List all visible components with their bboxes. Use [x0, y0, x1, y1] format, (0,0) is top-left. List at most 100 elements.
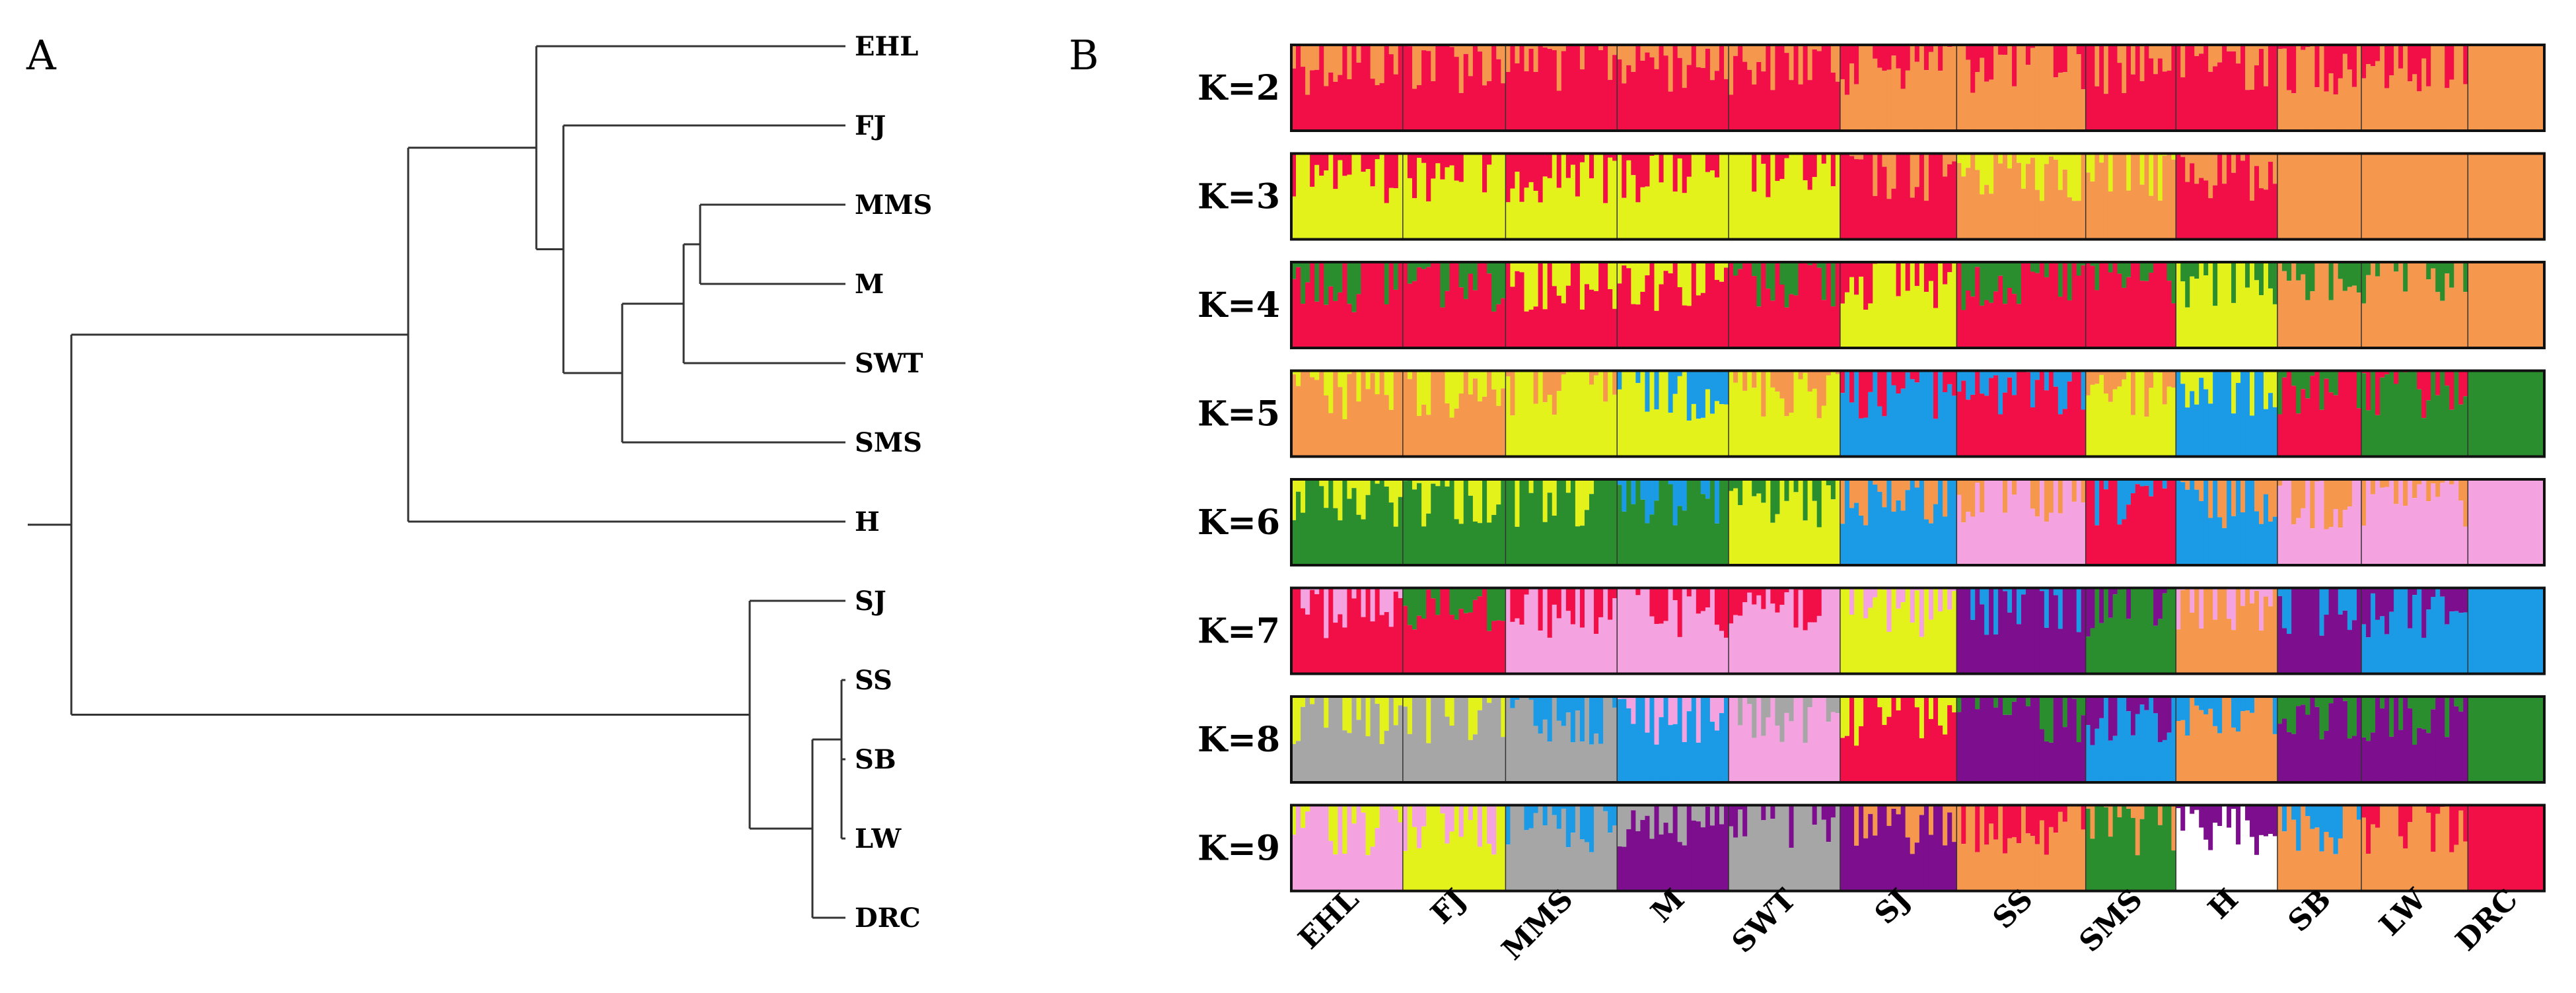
ancestry-bar-dominant — [1333, 623, 1338, 674]
ancestry-bar-dominant — [1714, 523, 1720, 565]
ancestry-bar-secondary — [1570, 805, 1576, 833]
ancestry-bar-dominant — [2025, 164, 2031, 240]
ancestry-bar-dominant — [2472, 805, 2478, 891]
ancestry-bar-dominant — [1501, 388, 1506, 457]
ancestry-bar-secondary — [1859, 153, 1864, 160]
ancestry-bar-dominant — [1351, 312, 1357, 348]
ancestry-bar-secondary — [1975, 697, 1980, 710]
ancestry-bar-dominant — [1682, 845, 1688, 891]
ancestry-bar-secondary — [2062, 153, 2068, 170]
ancestry-bar-dominant — [1533, 813, 1539, 891]
ancestry-bar-secondary — [1491, 588, 1497, 621]
ancestry-bar-dominant — [1729, 623, 1734, 674]
ancestry-bar-dominant — [2222, 697, 2227, 782]
ancestry-bar-dominant — [1458, 287, 1464, 348]
ancestry-bar-dominant — [1714, 625, 1720, 674]
ancestry-bar-secondary — [1952, 153, 1957, 162]
ancestry-bar-secondary — [2417, 370, 2422, 390]
ancestry-bar-secondary — [1631, 479, 1636, 504]
ancestry-bar-dominant — [2540, 588, 2545, 674]
ancestry-bar-dominant — [2468, 45, 2473, 131]
ancestry-bar-dominant — [2305, 714, 2310, 782]
ancestry-bar-dominant — [1705, 48, 1711, 131]
ancestry-bar-dominant — [1966, 805, 1971, 891]
ancestry-bar-dominant — [1454, 57, 1460, 131]
ancestry-bar-dominant — [1821, 300, 1827, 348]
ancestry-bar-dominant — [2435, 395, 2441, 457]
ancestry-bar-secondary — [2044, 805, 2050, 855]
ancestry-bar-dominant — [1351, 153, 1357, 240]
ancestry-bar-dominant — [2296, 706, 2301, 782]
ancestry-bar-dominant — [1900, 602, 1906, 674]
ancestry-bar-dominant — [1682, 370, 1688, 457]
ancestry-bar-dominant — [1900, 806, 1906, 891]
ancestry-bar-secondary — [2227, 805, 2232, 828]
ancestry-bar-dominant — [2122, 588, 2127, 674]
ancestry-bar-secondary — [1538, 697, 1544, 734]
ancestry-bar-secondary — [1622, 45, 1627, 84]
ancestry-bar-dominant — [2499, 370, 2505, 457]
ancestry-bar-secondary — [1351, 262, 1357, 312]
ancestry-bar-dominant — [1724, 637, 1729, 674]
ancestry-bar-dominant — [1384, 203, 1390, 240]
population-block — [1402, 805, 1506, 891]
ancestry-bar-dominant — [1631, 370, 1636, 457]
ancestry-bar-secondary — [1468, 370, 1474, 395]
ancestry-bar-dominant — [1677, 158, 1683, 240]
ancestry-bar-dominant — [1631, 810, 1636, 891]
ancestry-bar-dominant — [1417, 848, 1422, 891]
population-block — [1291, 588, 1404, 674]
ancestry-bar-dominant — [1844, 94, 1850, 131]
ancestry-bar-dominant — [1635, 595, 1641, 674]
ancestry-bar-dominant — [1919, 153, 1925, 240]
ancestry-bar-dominant — [2217, 262, 2223, 348]
ancestry-bar-dominant — [2030, 836, 2036, 891]
ancestry-bar-dominant — [1412, 88, 1417, 131]
ancestry-bar-secondary — [1752, 588, 1757, 605]
ancestry-bar-secondary — [2435, 805, 2441, 814]
ancestry-bar-dominant — [1970, 516, 1976, 565]
ancestry-bar-dominant — [1868, 698, 1873, 782]
ancestry-bar-dominant — [1738, 269, 1743, 348]
ancestry-bar-secondary — [2190, 588, 2195, 613]
ancestry-bar-secondary — [2351, 697, 2357, 736]
ancestry-bar-dominant — [2282, 271, 2287, 348]
ancestry-bar-dominant — [1491, 621, 1497, 674]
ancestry-bar-secondary — [1324, 479, 1329, 508]
ancestry-bar-dominant — [1984, 697, 1989, 782]
ancestry-bar-dominant — [1384, 45, 1390, 131]
ancestry-bar-dominant — [1980, 57, 1985, 131]
ancestry-bar-secondary — [2180, 479, 2186, 483]
ancestry-bar-dominant — [2025, 262, 2031, 348]
ancestry-bar-dominant — [2426, 279, 2431, 348]
ancestry-bar-secondary — [1622, 479, 1627, 512]
ancestry-bar-secondary — [2149, 45, 2154, 59]
ancestry-bar-dominant — [1989, 302, 1994, 348]
ancestry-bar-dominant — [1594, 805, 1599, 891]
ancestry-bar-dominant — [1980, 305, 1985, 348]
ancestry-bar-secondary — [1393, 262, 1399, 290]
ancestry-bar-dominant — [1952, 712, 1957, 782]
ancestry-bar-secondary — [1975, 262, 1980, 267]
ancestry-bar-dominant — [1984, 185, 1989, 240]
ancestry-bar-dominant — [2240, 711, 2246, 782]
k-row: K=5 — [1198, 369, 2546, 458]
ancestry-bar-secondary — [2231, 153, 2236, 173]
ancestry-bar-secondary — [2153, 45, 2159, 75]
ancestry-bar-dominant — [1830, 712, 1836, 782]
ancestry-bar-dominant — [2044, 45, 2050, 131]
ancestry-bar-dominant — [1905, 153, 1911, 240]
ancestry-bar-secondary — [1356, 45, 1362, 63]
ancestry-bar-dominant — [1705, 498, 1711, 565]
ancestry-bar-dominant — [2338, 370, 2343, 457]
ancestry-bar-secondary — [1821, 153, 1827, 164]
ancestry-bar-secondary — [1365, 370, 1371, 390]
ancestry-bar-secondary — [2263, 45, 2269, 86]
ancestry-bar-dominant — [1617, 846, 1622, 891]
ancestry-bar-dominant — [2071, 45, 2077, 131]
ancestry-bar-secondary — [2153, 588, 2159, 626]
ancestry-bar-secondary — [1487, 262, 1492, 274]
ancestry-bar-secondary — [2194, 370, 2200, 405]
ancestry-bar-secondary — [2305, 262, 2310, 300]
ancestry-bar-dominant — [2449, 852, 2454, 891]
